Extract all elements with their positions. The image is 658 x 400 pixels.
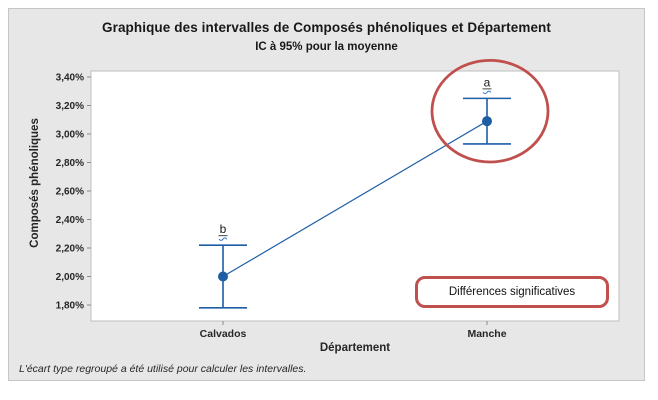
y-axis-title: Composés phénoliques [29,118,41,248]
chart-subtitle: IC à 95% pour la moyenne [255,41,398,53]
y-tick-label: 2,60% [56,187,84,198]
y-tick-label: 2,80% [56,158,84,169]
mean-point [218,271,228,282]
group-letter: a [484,75,491,89]
spellcheck-squiggle-icon [482,90,492,95]
y-tick-label: 2,40% [56,215,84,226]
y-tick-label: 3,40% [56,73,84,84]
significance-note-label: Différences significatives [448,286,576,298]
x-tick-label: Calvados [200,328,247,340]
group-letter: b [220,222,227,236]
mean-point [482,116,492,127]
y-tick-label: 2,20% [56,244,84,255]
y-tick-label: 1,80% [56,301,84,312]
connect-line [222,120,488,278]
spellcheck-squiggle-icon [218,237,228,241]
footnote: L'écart type regroupé a été utilisé pour… [19,363,307,375]
x-tick-label: Manche [467,328,506,340]
y-tick-label: 3,20% [56,101,84,112]
significance-ellipse [430,58,550,164]
x-axis-title: Département [319,342,391,354]
chart-canvas: 1,80% 2,00% 2,20% 2,40% 2,60% 2,80% 3,00% 3,20%… [56,58,620,340]
y-tick-label: 2,00% [56,272,84,283]
significance-note-box: Différences significatives [415,276,609,308]
y-tick-label: 3,00% [56,130,84,141]
chart-title: Graphique des intervalles de Composés ph… [101,20,551,35]
interval-plot-figure: Graphique des intervalles de Composés ph… [8,8,645,381]
